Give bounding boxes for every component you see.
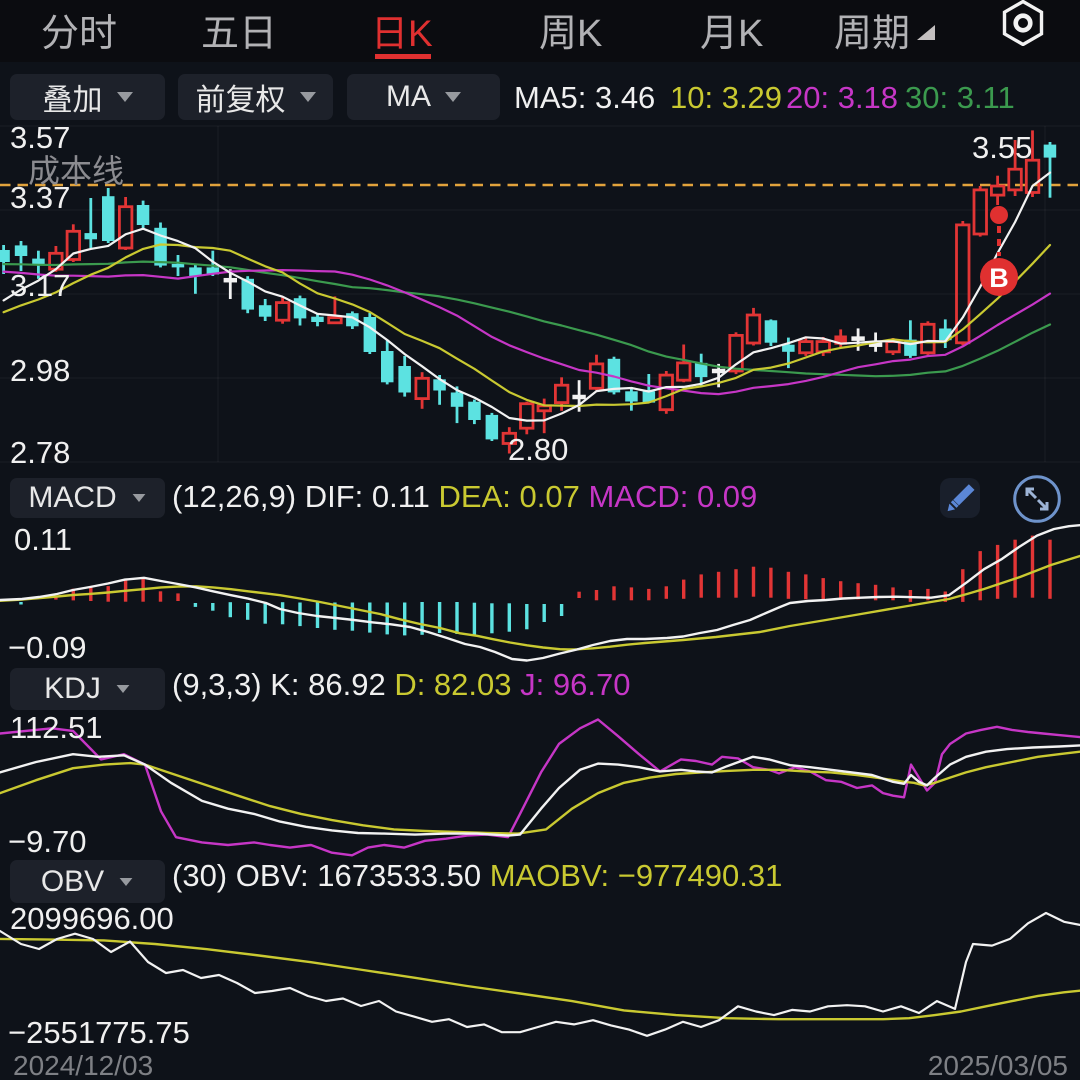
svg-text:B: B [989,263,1009,293]
